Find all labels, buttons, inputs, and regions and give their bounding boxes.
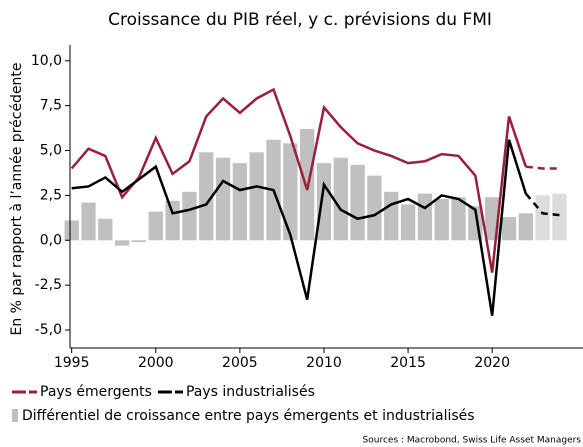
y-tick-label: -2,5	[35, 277, 62, 293]
bar	[434, 199, 449, 241]
forecast-line	[524, 192, 560, 217]
x-tick-label: 2000	[138, 355, 174, 371]
legend-label: Pays industrialisés	[186, 384, 315, 400]
bar	[552, 193, 567, 241]
y-axis-label: En % par rapport à l’année précédente	[9, 62, 25, 335]
bar	[400, 204, 416, 241]
bar	[316, 163, 332, 241]
bar	[350, 164, 365, 241]
x-tick-label: 2010	[306, 355, 342, 371]
bar	[333, 157, 348, 241]
legend-label: Pays émergents	[40, 384, 152, 400]
legend-swatch	[12, 409, 18, 422]
bar	[199, 152, 214, 241]
legend-label: Différentiel de croissance entre pays ém…	[22, 408, 475, 424]
bar	[283, 143, 298, 241]
bar	[98, 218, 113, 241]
y-tick-label: 7,5	[40, 98, 62, 114]
bar	[535, 195, 550, 241]
x-tick-label: 2015	[390, 355, 426, 371]
bar	[64, 220, 79, 241]
line	[71, 139, 528, 316]
line	[70, 87, 527, 273]
y-tick-label: -5,0	[35, 322, 62, 338]
bar	[165, 200, 180, 241]
bar	[518, 213, 533, 241]
bar	[131, 240, 147, 243]
chart-title: Croissance du PIB réel, y c. prévisions …	[108, 10, 492, 30]
bar	[249, 152, 264, 241]
y-tick-label: 2,5	[40, 187, 62, 203]
bar	[215, 157, 231, 241]
y-tick-label: 10,0	[31, 53, 62, 69]
bar	[451, 197, 466, 241]
bar	[367, 175, 382, 241]
forecast-line	[525, 165, 560, 170]
y-tick-label: 0,0	[40, 232, 62, 248]
x-tick-label: 1995	[54, 355, 90, 371]
source: Sources : Macrobond, Swiss Life Asset Ma…	[363, 436, 582, 446]
bar	[182, 191, 197, 241]
bar	[232, 163, 248, 241]
bar	[148, 211, 163, 241]
bar	[384, 191, 399, 241]
x-tick-label: 2005	[222, 355, 258, 371]
y-tick-label: 5,0	[40, 143, 62, 159]
bar	[114, 240, 130, 246]
bar	[501, 216, 517, 241]
bar	[417, 193, 433, 241]
bar	[81, 202, 96, 241]
x-tick-label: 2020	[474, 355, 510, 371]
